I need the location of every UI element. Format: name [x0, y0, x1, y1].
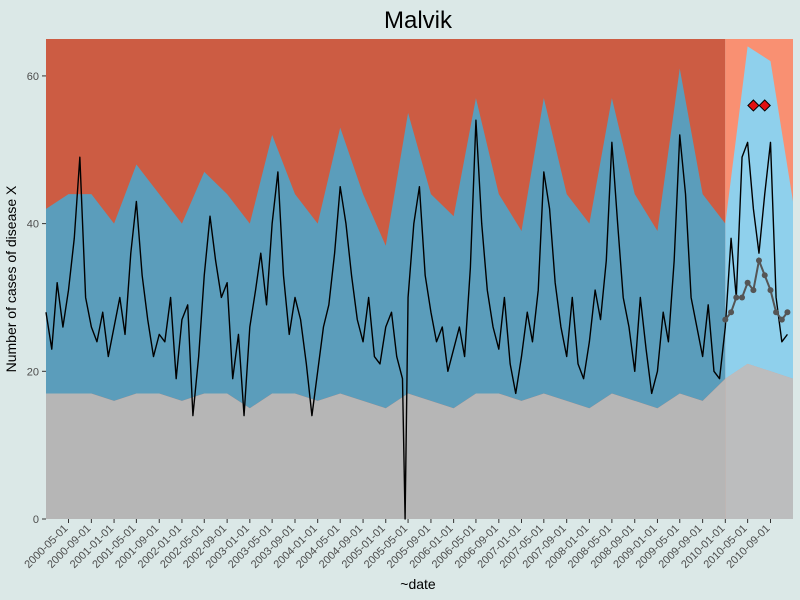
y-axis-title: Number of cases of disease X — [3, 185, 19, 372]
y-tick-label: 40 — [27, 219, 39, 231]
y-tick-label: 60 — [27, 71, 39, 83]
expected-point — [773, 309, 780, 316]
observed-series-line — [45, 119, 788, 520]
normal-band-training — [46, 68, 726, 409]
expected-point — [755, 257, 762, 264]
expected-point — [744, 279, 751, 286]
low-zone-training — [46, 378, 726, 519]
low-zone-production — [725, 363, 793, 519]
expected-point — [767, 287, 774, 294]
expected-point — [733, 294, 740, 301]
x-axis-title: ~date — [400, 576, 436, 592]
plot-area — [45, 39, 793, 520]
expected-point — [739, 294, 746, 301]
chart-title: Malvik — [384, 7, 453, 34]
expected-point — [722, 316, 729, 323]
expected-point — [761, 272, 768, 279]
expected-point — [728, 309, 735, 316]
alert-marker — [747, 99, 760, 112]
expected-point — [750, 287, 757, 294]
y-tick-label: 0 — [33, 514, 39, 526]
alert-marker — [758, 99, 771, 112]
expected-point — [778, 316, 785, 323]
expected-point — [784, 309, 791, 316]
y-tick-label: 20 — [27, 366, 39, 378]
